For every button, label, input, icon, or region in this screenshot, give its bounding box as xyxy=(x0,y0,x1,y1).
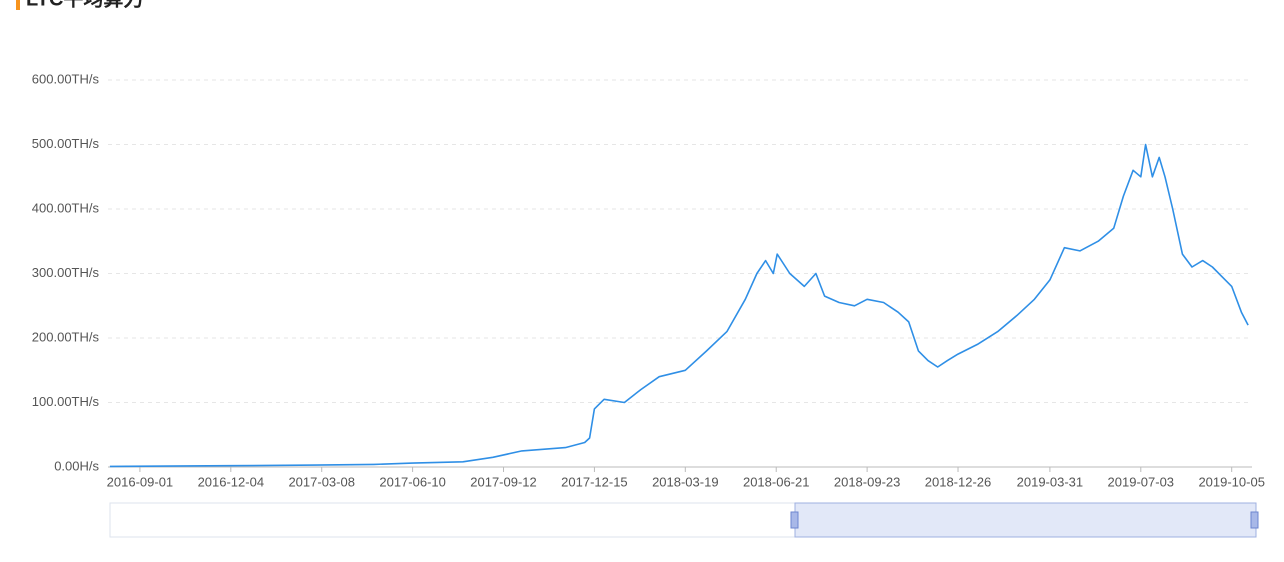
x-tick-label: 2018-12-26 xyxy=(925,474,992,489)
x-tick-label: 2017-06-10 xyxy=(379,474,446,489)
x-tick-label: 2019-10-05 xyxy=(1198,474,1265,489)
x-tick-label: 2016-09-01 xyxy=(107,474,174,489)
x-tick-label: 2018-06-21 xyxy=(743,474,810,489)
x-tick-label: 2018-03-19 xyxy=(652,474,719,489)
data-line xyxy=(109,143,1249,468)
y-tick-label: 100.00TH/s xyxy=(32,394,100,409)
y-tick-label: 300.00TH/s xyxy=(32,265,100,280)
x-tick-label: 2017-09-12 xyxy=(470,474,537,489)
zoom-handle[interactable] xyxy=(1250,511,1259,529)
title-marker xyxy=(16,0,20,10)
x-tick-label: 2018-09-23 xyxy=(834,474,901,489)
y-tick-label: 500.00TH/s xyxy=(32,136,100,151)
x-tick-label: 2016-12-04 xyxy=(198,474,265,489)
y-tick-label: 200.00TH/s xyxy=(32,329,100,344)
x-tick-label: 2017-03-08 xyxy=(288,474,355,489)
x-tick-label: 2017-12-15 xyxy=(561,474,628,489)
y-tick-label: 600.00TH/s xyxy=(32,71,100,86)
x-tick-label: 2019-03-31 xyxy=(1017,474,1084,489)
y-tick-label: 400.00TH/s xyxy=(32,200,100,215)
zoom-handle[interactable] xyxy=(790,511,799,529)
zoom-window[interactable] xyxy=(794,502,1257,538)
y-tick-label: 0.00H/s xyxy=(54,458,99,473)
x-tick-label: 2019-07-03 xyxy=(1108,474,1175,489)
chart-title: LTC平均算力 xyxy=(26,0,143,10)
